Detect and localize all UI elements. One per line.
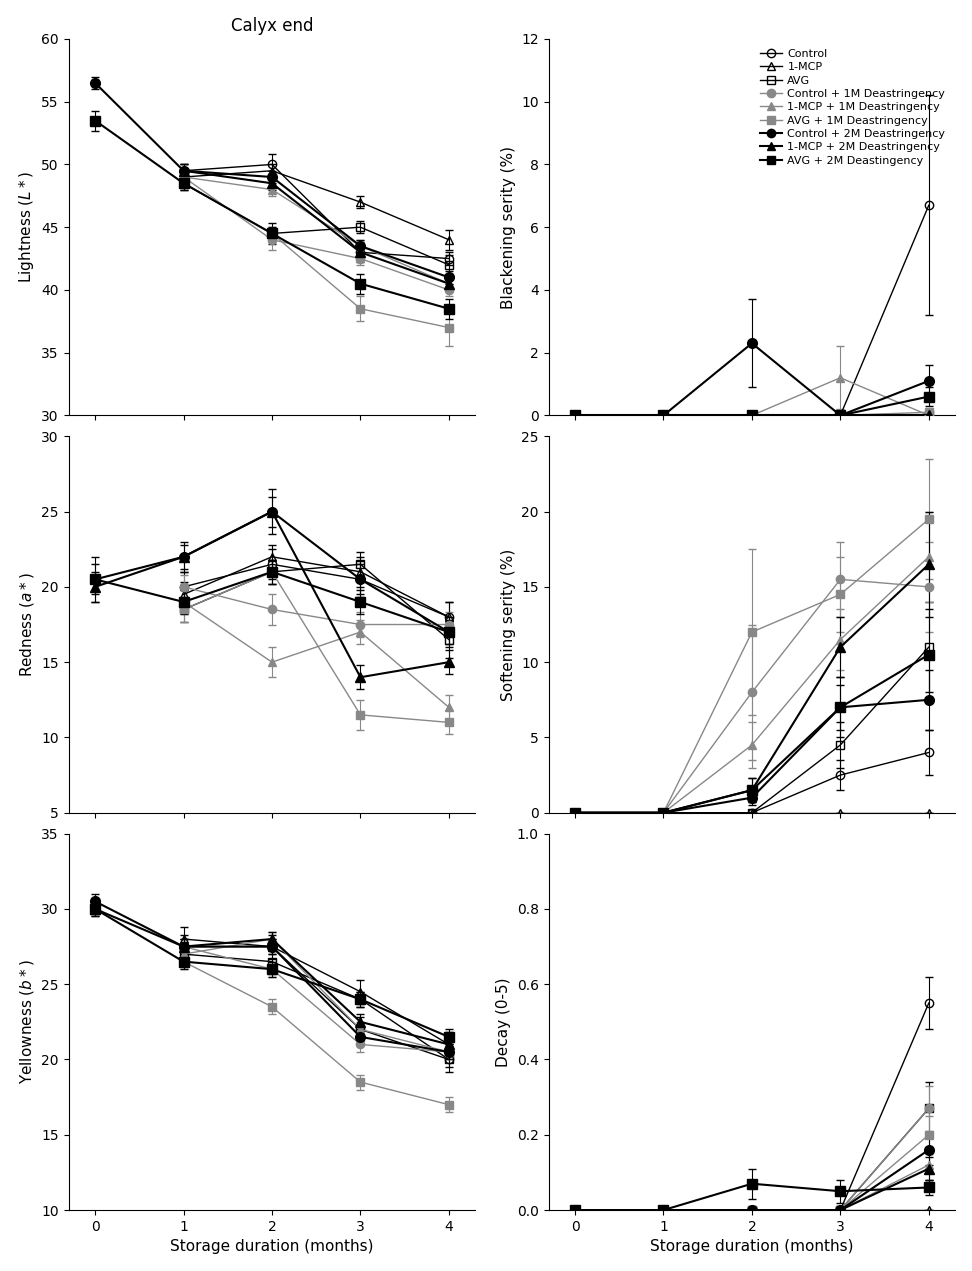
- Y-axis label: Lightness ($L*$): Lightness ($L*$): [17, 172, 36, 283]
- Y-axis label: Redness ($a*$): Redness ($a*$): [17, 572, 36, 677]
- X-axis label: Storage duration (months): Storage duration (months): [170, 1239, 373, 1254]
- Title: Calyx end: Calyx end: [230, 17, 313, 34]
- Y-axis label: Blackening serity (%): Blackening serity (%): [501, 146, 515, 309]
- Y-axis label: Yellowness ($b*$): Yellowness ($b*$): [17, 960, 36, 1084]
- X-axis label: Storage duration (months): Storage duration (months): [650, 1239, 853, 1254]
- Y-axis label: Decay (0-5): Decay (0-5): [497, 977, 511, 1066]
- Y-axis label: Softening serity (%): Softening serity (%): [501, 548, 515, 700]
- Legend: Control, 1-MCP, AVG, Control + 1M Deastringency, 1-MCP + 1M Deastringency, AVG +: Control, 1-MCP, AVG, Control + 1M Deastr…: [755, 44, 950, 170]
